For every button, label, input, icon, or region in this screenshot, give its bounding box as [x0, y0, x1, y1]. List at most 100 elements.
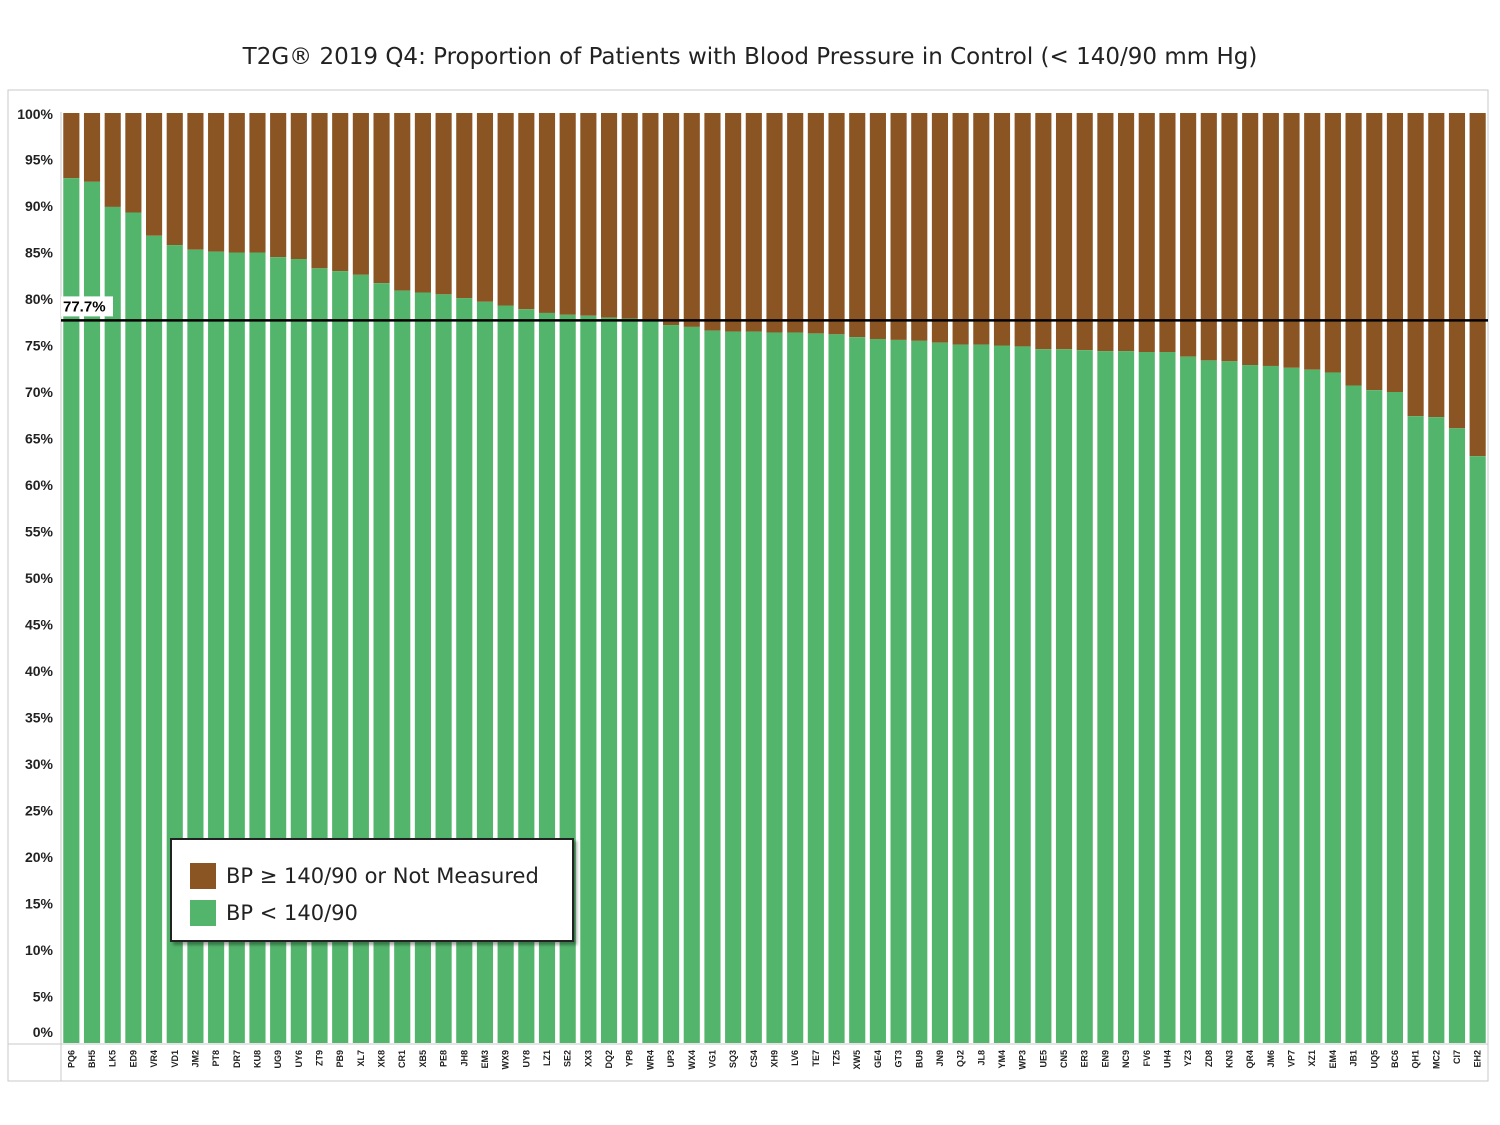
bar-segment-not-controlled-ci7 [1448, 113, 1466, 429]
bar-segment-controlled-yz3 [1180, 356, 1197, 1043]
bar-segment-controlled-em4 [1324, 372, 1341, 1044]
x-tick-label-fv6: FV6 [1142, 1050, 1152, 1067]
y-tick-label: 30% [25, 756, 54, 772]
bar-segment-not-controlled-pq6 [63, 113, 80, 179]
bar-segment-controlled-eh2 [1469, 456, 1486, 1043]
y-tick-label: 20% [25, 849, 54, 865]
x-tick-label-pq6: PQ6 [66, 1050, 76, 1068]
bar-segment-controlled-xz1 [1304, 369, 1321, 1043]
y-tick-label: 45% [25, 617, 54, 633]
bar-segment-not-controlled-wr4 [642, 113, 659, 320]
bar-segment-controlled-xw5 [849, 337, 866, 1043]
bar-segment-controlled-jb1 [1345, 385, 1362, 1043]
bar-segment-not-controlled-wx4 [683, 113, 700, 327]
bar-segment-controlled-sq3 [725, 331, 742, 1043]
bar-segment-not-controlled-wp3 [1014, 113, 1031, 347]
bar-segment-not-controlled-em3 [476, 113, 494, 302]
x-tick-label-xl7: XL7 [356, 1050, 366, 1067]
bar-segment-not-controlled-dr7 [228, 113, 245, 253]
bar-segment-controlled-qr4 [1242, 365, 1259, 1043]
bar-segment-controlled-fv6 [1138, 352, 1155, 1043]
bar-segment-not-controlled-lv6 [787, 113, 804, 333]
x-tick-label-jl8: JL8 [976, 1050, 986, 1066]
y-tick-label: 90% [25, 198, 54, 214]
bar-segment-controlled-kn3 [1221, 361, 1238, 1043]
bar-segment-not-controlled-bu9 [911, 113, 928, 341]
x-tick-label-jm2: JM2 [190, 1050, 200, 1068]
bar-segment-not-controlled-lz1 [538, 113, 556, 313]
x-tick-label-te7: TE7 [811, 1050, 821, 1067]
bar-segment-not-controlled-qj2 [952, 113, 969, 345]
y-tick-label: 15% [25, 896, 54, 912]
bar-segment-not-controlled-xx3 [580, 113, 597, 316]
x-tick-label-pe8: PE8 [439, 1050, 449, 1067]
bar-segment-controlled-nc9 [1118, 351, 1135, 1044]
bar-segment-controlled-zd8 [1200, 360, 1217, 1043]
x-tick-label-tz5: TZ5 [832, 1050, 842, 1066]
bar-segment-not-controlled-jl8 [973, 113, 990, 345]
bar-segment-not-controlled-jn9 [931, 113, 949, 343]
bar-segment-not-controlled-pt8 [208, 113, 225, 252]
bar-segment-controlled-uh4 [1159, 352, 1176, 1043]
bar-segment-not-controlled-jh8 [456, 113, 473, 299]
bar-segment-not-controlled-jb1 [1345, 113, 1362, 386]
y-axis-ticks: 0% 5% 10% 15% 20% 25% 30% 35% 40% 45% 50% 55% 60% 65%… [17, 106, 53, 1040]
x-tick-label-xz1: XZ1 [1307, 1050, 1317, 1067]
legend-swatch-green [190, 900, 216, 926]
bar-segment-not-controlled-uy8 [518, 113, 535, 310]
x-tick-label-er3: ER3 [1080, 1050, 1090, 1068]
bar-segment-not-controlled-vg1 [704, 113, 721, 331]
bar-segment-not-controlled-uh4 [1159, 113, 1176, 353]
bar-segment-not-controlled-bh5 [83, 113, 101, 182]
bar-segment-controlled-qh1 [1407, 416, 1424, 1043]
y-tick-label: 25% [25, 803, 54, 819]
bar-segment-controlled-jn9 [931, 342, 949, 1044]
y-tick-label: 35% [25, 710, 54, 726]
x-tick-label-eh2: EH2 [1473, 1050, 1483, 1068]
x-tick-label-vr4: VR4 [149, 1050, 159, 1068]
bar-segment-not-controlled-jm2 [187, 113, 204, 250]
x-tick-label-xk8: XK8 [377, 1050, 387, 1068]
bar-segment-controlled-wp3 [1014, 346, 1031, 1043]
legend: BP ≥ 140/90 or Not Measured BP < 140/90 [170, 838, 574, 942]
bar-segment-controlled-ue5 [1035, 349, 1052, 1044]
x-tick-label-cs4: CS4 [749, 1050, 759, 1068]
x-tick-label-ug9: UG9 [273, 1050, 283, 1069]
bar-segment-controlled-lk5 [104, 206, 121, 1043]
y-tick-label: 75% [25, 338, 54, 354]
legend-item-not-controlled: BP ≥ 140/90 or Not Measured [190, 862, 539, 890]
x-tick-label-uy8: UY8 [521, 1050, 531, 1068]
x-tick-label-kn3: KN3 [1224, 1050, 1234, 1068]
bar-segment-controlled-jm6 [1262, 365, 1279, 1044]
x-axis-ticks: PQ6 BH5 LK5 ED9 VR4 VD1 JM2 PT8 DR7 KU8 UG9 UY6 ZT9 P… [66, 1050, 1482, 1070]
bar-segment-controlled-vp7 [1283, 367, 1300, 1043]
bar-segment-not-controlled-ed9 [125, 113, 142, 213]
bar-segment-controlled-ed9 [125, 212, 142, 1043]
bar-segment-controlled-gt3 [890, 339, 907, 1043]
bar-segment-not-controlled-ug9 [270, 113, 287, 258]
x-tick-label-em3: EM3 [480, 1050, 490, 1069]
bar-segment-controlled-er3 [1076, 350, 1093, 1043]
bar-segment-controlled-te7 [807, 333, 824, 1043]
x-tick-label-jb1: JB1 [1349, 1050, 1359, 1067]
bar-segment-not-controlled-tz5 [828, 113, 845, 335]
x-tick-label-wx9: WX9 [501, 1050, 511, 1070]
x-tick-label-dr7: DR7 [232, 1050, 242, 1068]
bar-segment-not-controlled-en9 [1097, 113, 1114, 352]
bar-segment-controlled-tz5 [828, 334, 845, 1044]
y-tick-label: 10% [25, 942, 54, 958]
bar-segment-not-controlled-kn3 [1221, 113, 1238, 362]
x-tick-label-ed9: ED9 [128, 1050, 138, 1068]
x-tick-label-qh1: QH1 [1411, 1050, 1421, 1069]
x-tick-label-wp3: WP3 [1018, 1050, 1028, 1070]
reference-line-group: 77.7% [61, 296, 1488, 322]
x-tick-label-lv6: LV6 [790, 1050, 800, 1066]
bar-segment-controlled-vr4 [146, 235, 163, 1043]
x-tick-label-vp7: VP7 [1287, 1050, 1297, 1067]
x-tick-label-ge4: GE4 [873, 1050, 883, 1068]
x-tick-label-mc2: MC2 [1431, 1050, 1441, 1069]
bar-segment-not-controlled-em4 [1324, 113, 1341, 373]
x-tick-label-en9: EN9 [1100, 1050, 1110, 1068]
x-tick-label-jh8: JH8 [459, 1050, 469, 1067]
x-tick-label-yz3: YZ3 [1183, 1050, 1193, 1067]
